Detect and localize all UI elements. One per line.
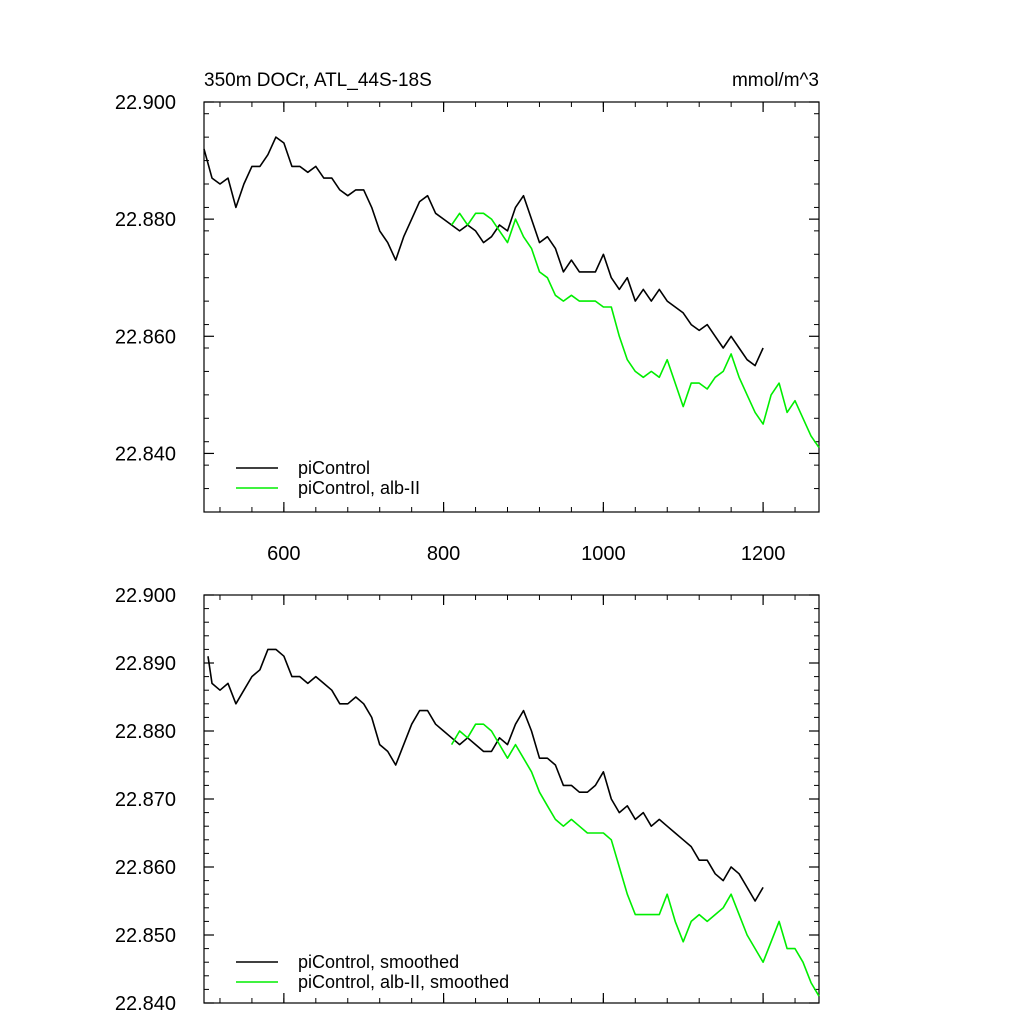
x-tick-label: 600 xyxy=(267,543,300,565)
legend-label: piControl, alb-II xyxy=(298,478,420,498)
y-tick-label: 22.900 xyxy=(115,92,176,114)
series-line-alb-ii xyxy=(450,212,820,449)
x-tick-label: 800 xyxy=(427,543,460,565)
y-tick-label: 22.880 xyxy=(115,209,176,231)
legend-label: piControl, smoothed xyxy=(298,952,459,972)
y-tick-label: 22.870 xyxy=(115,789,176,811)
x-tick-label: 1000 xyxy=(581,543,626,565)
y-tick-label: 22.860 xyxy=(115,857,176,879)
chart-title: 350m DOCr, ATL_44S-18S xyxy=(204,70,432,91)
y-tick-label: 22.840 xyxy=(115,993,176,1015)
y-tick-label: 22.850 xyxy=(115,925,176,947)
y-tick-label: 22.900 xyxy=(115,585,176,607)
y-tick-label: 22.890 xyxy=(115,653,176,675)
x-tick-label: 1200 xyxy=(741,543,786,565)
units-label: mmol/m^3 xyxy=(732,70,819,91)
legend-label: piControl, alb-II, smoothed xyxy=(298,972,509,992)
plot-frame xyxy=(203,594,820,1004)
plot-frame xyxy=(203,101,820,513)
bottom-panel: 22.840 22.850 22.860 22.870 22.880 22.890 22.9… xyxy=(115,585,820,1015)
y-tick-label: 22.860 xyxy=(115,326,176,348)
legend-label: piControl xyxy=(298,458,370,478)
y-tick-label: 22.840 xyxy=(115,443,176,465)
y-tick-label: 22.880 xyxy=(115,721,176,743)
series-line-alb-ii xyxy=(450,723,820,997)
series-line-picontrol xyxy=(207,648,764,902)
series-line-picontrol xyxy=(203,136,764,367)
top-panel: 22.840 22.860 22.880 22.900 600 800 1000 1200 pi… xyxy=(115,92,820,565)
